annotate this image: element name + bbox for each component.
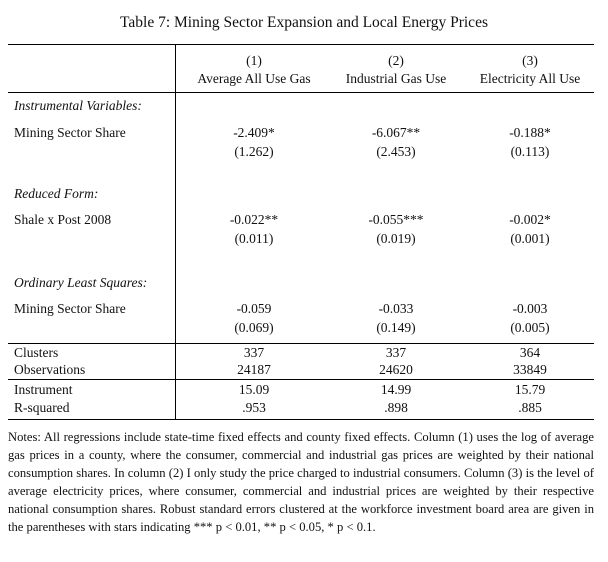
column-3-number: (3): [522, 53, 538, 68]
stat-clusters-1: 337: [243, 345, 265, 360]
coef-ols-2: -0.033: [378, 301, 414, 316]
stat-observations-1: 24187: [237, 362, 271, 377]
stat-instrument-1: 15.09: [238, 382, 270, 397]
se-ols-1: (0.069): [234, 320, 274, 335]
bottom-rule: [8, 419, 594, 420]
se-rf-1: (0.011): [234, 231, 274, 246]
stat-clusters-2: 337: [385, 345, 407, 360]
column-2-label: Industrial Gas Use: [345, 71, 447, 86]
stat-label-clusters: Clusters: [14, 345, 59, 360]
header-rule: [8, 92, 594, 93]
stat-instrument-3: 15.79: [514, 382, 546, 397]
coef-rf-2: -0.055***: [368, 212, 424, 227]
table-title: Table 7: Mining Sector Expansion and Loc…: [120, 14, 488, 31]
section-heading-iv: Instrumental Variables:: [14, 98, 142, 113]
stat-label-instrument: Instrument: [14, 382, 73, 397]
coef-ols-3: -0.003: [512, 301, 548, 316]
column-1-number: (1): [246, 53, 262, 68]
instrument-rule: [8, 379, 594, 380]
stat-rsquared-3: .885: [518, 400, 542, 415]
table-notes: Notes: All regressions include state-tim…: [8, 430, 594, 534]
stat-observations-3: 33849: [513, 362, 547, 377]
coef-rf-3: -0.002*: [509, 212, 551, 227]
top-rule: [8, 44, 594, 45]
row-label-rf: Shale x Post 2008: [14, 212, 112, 227]
se-ols-2: (0.149): [376, 320, 416, 335]
row-label-ols: Mining Sector Share: [14, 301, 126, 316]
stats-rule: [8, 343, 594, 344]
stat-label-observations: Observations: [14, 362, 86, 377]
stat-label-rsquared: R-squared: [14, 400, 70, 415]
se-ols-3: (0.005): [510, 320, 550, 335]
coef-iv-3: -0.188*: [509, 125, 551, 140]
column-1-label: Average All Use Gas: [197, 71, 311, 86]
se-rf-2: (0.019): [376, 231, 416, 246]
stat-observations-2: 24620: [379, 362, 413, 377]
column-2-number: (2): [388, 53, 404, 68]
coef-ols-1: -0.059: [236, 301, 272, 316]
coef-iv-1: -2.409*: [233, 125, 275, 140]
section-heading-rf: Reduced Form:: [14, 186, 99, 201]
section-heading-ols: Ordinary Least Squares:: [14, 275, 148, 290]
coef-rf-1: -0.022**: [229, 212, 279, 227]
stat-clusters-3: 364: [519, 345, 541, 360]
se-iv-2: (2.453): [376, 144, 416, 159]
stat-rsquared-2: .898: [384, 400, 408, 415]
se-iv-1: (1.262): [234, 144, 274, 159]
stat-rsquared-1: .953: [242, 400, 266, 415]
coef-iv-2: -6.067**: [371, 125, 421, 140]
column-3-label: Electricity All Use: [479, 71, 581, 86]
stat-instrument-2: 14.99: [380, 382, 412, 397]
column-divider: [175, 45, 176, 420]
se-rf-3: (0.001): [510, 231, 550, 246]
row-label-iv: Mining Sector Share: [14, 125, 126, 140]
se-iv-3: (0.113): [510, 144, 550, 159]
